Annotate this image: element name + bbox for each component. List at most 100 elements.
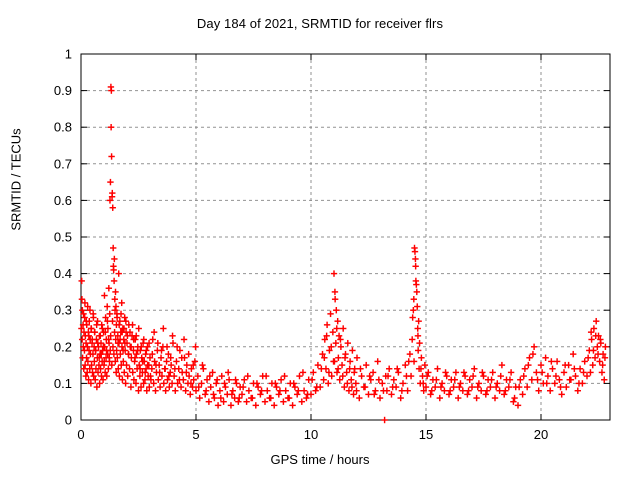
data-point-marker (372, 387, 379, 394)
data-point-marker (498, 361, 506, 369)
data-point-marker (111, 255, 118, 263)
data-point-marker (86, 307, 94, 314)
data-point-marker (344, 380, 351, 387)
data-point-marker (330, 270, 338, 277)
data-point-marker (257, 391, 264, 398)
data-point-marker (410, 307, 417, 314)
data-point-marker (127, 343, 135, 350)
data-point-marker (149, 350, 156, 358)
data-point-marker (273, 383, 280, 391)
y-axis-tick-labels: 0 0.1 0.2 0.3 0.4 0.5 0.6 0.7 0.8 0.9 1 (54, 47, 72, 428)
data-point-marker (280, 398, 287, 405)
x-axis-tick-labels: 0 5 10 15 20 (77, 427, 548, 442)
data-point-marker (406, 350, 414, 358)
data-point-marker (94, 317, 101, 325)
data-point-marker (290, 380, 297, 387)
data-point-marker (318, 365, 325, 372)
data-point-marker (457, 380, 464, 387)
plot-frame (80, 53, 611, 421)
data-point-marker (346, 358, 354, 365)
data-point-marker (136, 365, 144, 372)
data-point-marker (86, 365, 93, 372)
data-point-marker (281, 372, 288, 380)
data-point-marker (587, 369, 594, 376)
data-point-marker (570, 350, 577, 358)
data-point-marker (455, 394, 462, 402)
data-point-marker (437, 383, 445, 391)
data-point-marker (352, 380, 360, 387)
data-point-marker (228, 391, 236, 398)
data-point-marker (338, 361, 346, 369)
data-point-marker (556, 376, 563, 383)
gridlines-group (81, 54, 610, 420)
data-point-marker (114, 332, 121, 340)
data-point-marker (157, 354, 165, 361)
data-point-marker (258, 387, 265, 394)
data-point-marker (121, 314, 128, 321)
data-point-marker (98, 350, 105, 358)
data-point-marker (102, 328, 109, 336)
data-point-marker (133, 350, 140, 358)
data-point-marker (110, 244, 117, 252)
data-point-marker (165, 350, 172, 358)
y-tick-label: 0 (65, 413, 72, 428)
data-point-marker (118, 299, 125, 307)
data-point-marker (220, 398, 227, 405)
data-point-marker (583, 372, 591, 380)
data-point-marker (497, 372, 504, 380)
data-point-marker (390, 376, 397, 383)
data-point-marker (165, 372, 173, 380)
data-point-marker (594, 343, 601, 350)
data-point-marker (332, 339, 340, 347)
data-point-marker (152, 361, 160, 369)
data-point-marker (106, 354, 113, 361)
x-tick-label: 20 (534, 427, 548, 442)
data-point-marker (245, 387, 253, 394)
y-tick-label: 0.4 (54, 266, 72, 281)
data-point-marker (150, 328, 158, 336)
data-point-marker (537, 361, 545, 369)
data-point-marker (325, 380, 332, 387)
data-point-marker (243, 398, 250, 405)
data-point-marker (151, 358, 158, 365)
data-point-marker (118, 328, 126, 336)
data-point-marker (502, 387, 509, 394)
data-point-marker (218, 372, 225, 380)
data-point-marker (107, 332, 114, 340)
data-point-marker (376, 394, 384, 402)
data-point-marker (388, 391, 395, 398)
data-point-marker (597, 336, 604, 343)
data-point-marker (514, 402, 522, 409)
data-point-marker (456, 383, 463, 391)
data-point-marker (190, 376, 197, 383)
data-point-marker (442, 369, 449, 376)
data-point-marker (543, 380, 550, 387)
data-point-marker (97, 332, 104, 340)
y-tick-label: 1 (65, 47, 72, 62)
data-point-marker (487, 383, 494, 391)
data-point-marker (133, 332, 140, 340)
data-point-marker (100, 343, 107, 350)
data-point-marker (104, 317, 111, 325)
data-point-marker (83, 354, 90, 361)
data-point-marker (320, 376, 327, 383)
data-point-marker (225, 376, 233, 383)
data-point-marker (235, 398, 242, 405)
data-point-marker (84, 303, 91, 310)
data-point-marker (308, 376, 316, 383)
data-point-marker (349, 347, 356, 354)
data-point-marker (116, 372, 123, 380)
data-point-marker (145, 339, 153, 347)
data-point-marker (576, 365, 584, 372)
data-point-marker (207, 383, 214, 391)
data-point-marker (277, 376, 285, 383)
data-point-marker (596, 358, 603, 365)
data-point-marker (525, 361, 532, 369)
y-tick-label: 0.8 (54, 120, 72, 135)
data-point-marker (103, 372, 110, 380)
data-point-marker (465, 387, 472, 394)
data-point-marker (167, 369, 174, 376)
data-point-marker (162, 387, 169, 394)
data-point-marker (371, 391, 378, 398)
data-point-marker (169, 339, 177, 347)
